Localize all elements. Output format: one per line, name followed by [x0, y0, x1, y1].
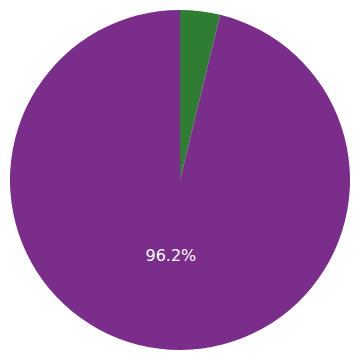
data-label: 96.2% [145, 246, 196, 265]
pie [10, 10, 350, 350]
chart: 96.2% [0, 0, 360, 360]
data-labels: 96.2% [145, 246, 196, 265]
slice [10, 10, 350, 350]
